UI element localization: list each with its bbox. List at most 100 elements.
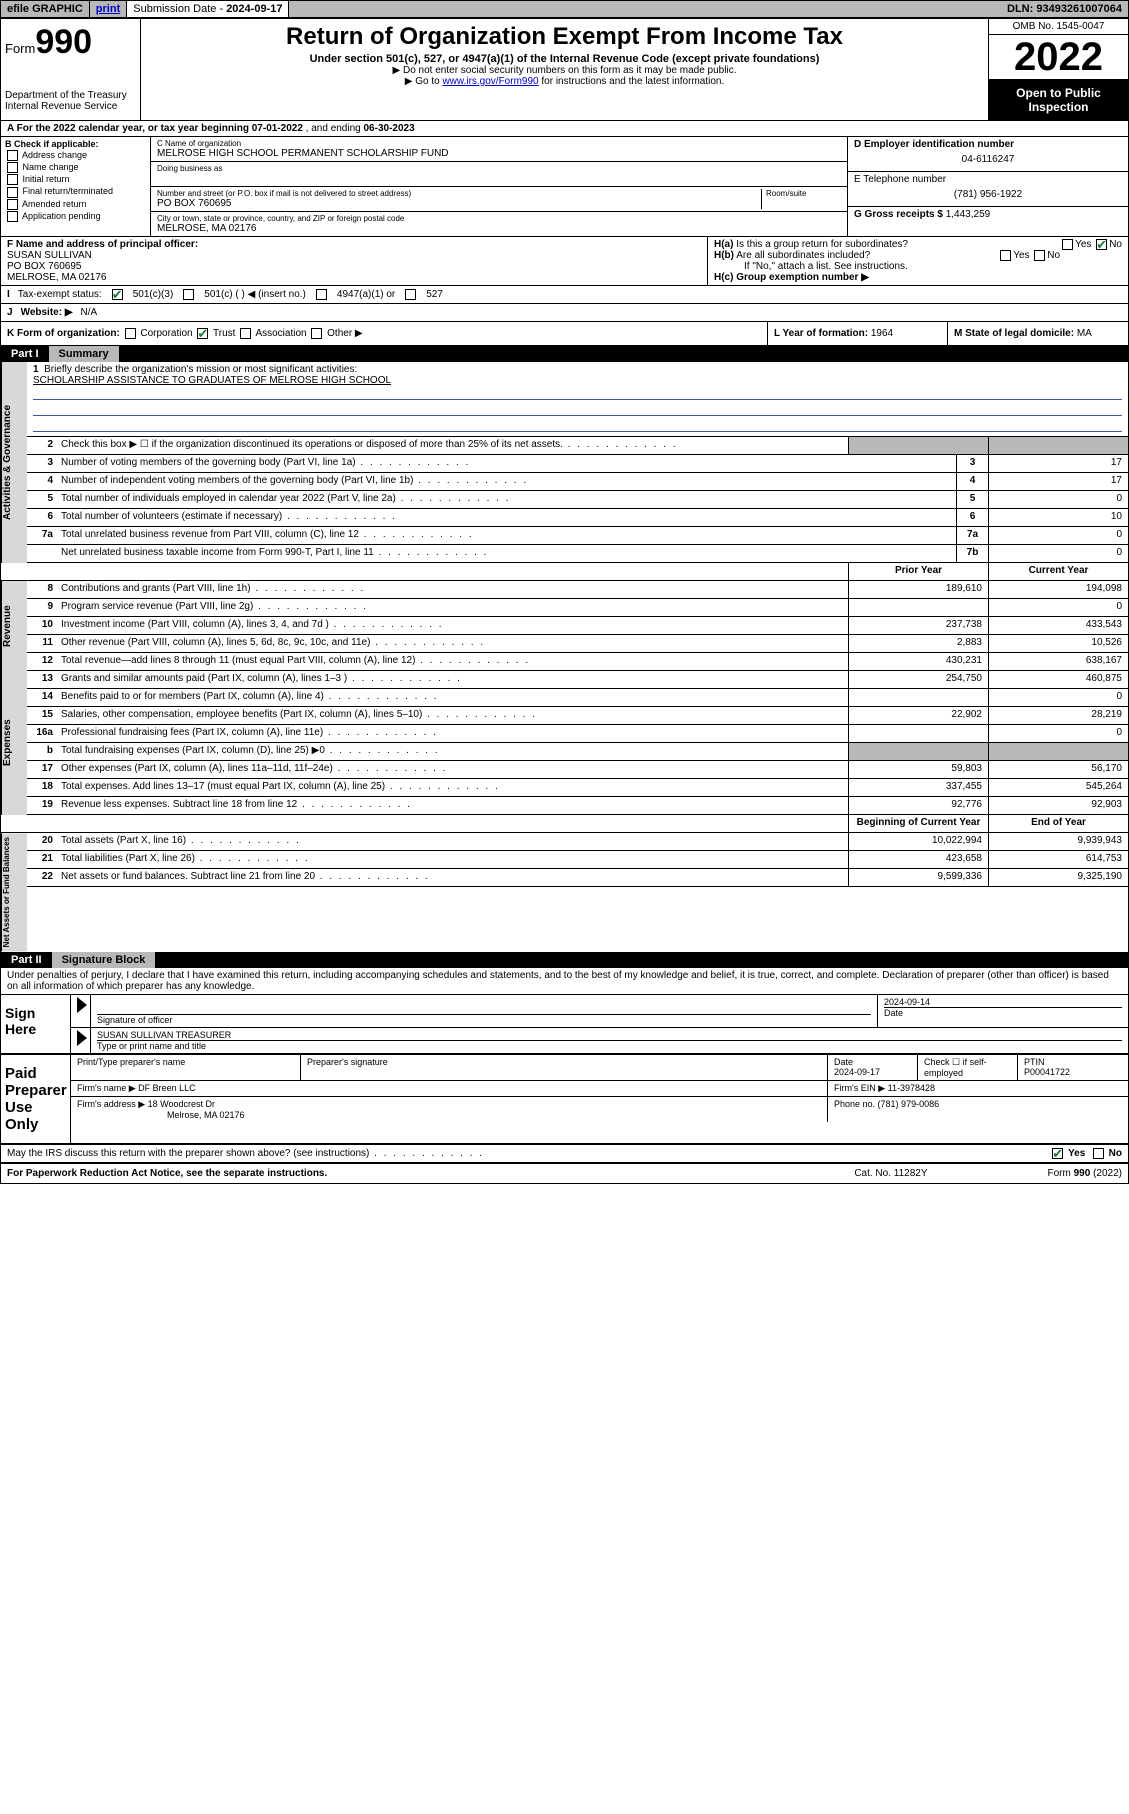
side-label-gov: Activities & Governance [1,362,27,563]
street-address: PO BOX 760695 [157,198,761,209]
cb-trust[interactable] [197,328,208,339]
firm-addr1: 18 Woodcrest Dr [148,1099,215,1109]
row-a-tax-year: A For the 2022 calendar year, or tax yea… [1,121,1128,137]
paid-preparer-label: Paid Preparer Use Only [1,1055,71,1143]
preparer-date: 2024-09-17 [834,1067,880,1077]
cb-amended-return[interactable] [7,199,18,210]
col-header-begin-end: Beginning of Current Year End of Year [1,815,1128,833]
omb-number: OMB No. 1545-0047 [989,19,1128,35]
addr-label: Number and street (or P.O. box if mail i… [157,189,761,198]
state-domicile: MA [1077,328,1092,339]
summary-line: 10Investment income (Part VIII, column (… [27,617,1128,635]
summary-line: 22Net assets or fund balances. Subtract … [27,869,1128,887]
footer-mid: Cat. No. 11282Y [854,1168,927,1179]
form-number-block: Form990 Department of the Treasury Inter… [1,19,141,120]
hb-note: If "No," attach a list. See instructions… [714,261,1122,272]
row-f-h: F Name and address of principal officer:… [1,237,1128,286]
col-d-ein-phone: D Employer identification number 04-6116… [848,137,1128,236]
room-label: Room/suite [766,189,841,198]
cb-ha-yes[interactable] [1062,239,1073,250]
cb-application-pending[interactable] [7,211,18,222]
form-title-block: Return of Organization Exempt From Incom… [141,19,988,120]
hc-label: H(c) Group exemption number ▶ [714,272,869,283]
discuss-row: May the IRS discuss this return with the… [1,1145,1128,1164]
arrow-icon [77,1030,87,1046]
col-b-checkboxes: B Check if applicable: Address change Na… [1,137,151,236]
summary-line: 21Total liabilities (Part X, line 26)423… [27,851,1128,869]
year-formation: 1964 [871,328,893,339]
dln: DLN: 93493261007064 [1001,1,1128,17]
irs-link[interactable]: www.irs.gov/Form990 [442,76,538,87]
cb-assoc[interactable] [240,328,251,339]
sign-here-block: Sign Here Signature of officer 2024-09-1… [1,995,1128,1055]
col-header-prior-current: Prior Year Current Year [1,563,1128,581]
print-link[interactable]: print [90,1,127,17]
firm-addr2: Melrose, MA 02176 [77,1110,245,1120]
cb-name-change[interactable] [7,162,18,173]
submission-date: Submission Date - 2024-09-17 [127,1,289,17]
sig-officer-label: Signature of officer [97,1015,871,1025]
summary-line: 4Number of independent voting members of… [27,473,1128,491]
cb-discuss-no[interactable] [1093,1148,1104,1159]
summary-line: 18Total expenses. Add lines 13–17 (must … [27,779,1128,797]
cb-discuss-yes[interactable] [1052,1148,1063,1159]
summary-line: 2Check this box ▶ ☐ if the organization … [27,437,1128,455]
summary-line: 8Contributions and grants (Part VIII, li… [27,581,1128,599]
row-i-tax-status: I Tax-exempt status: 501(c)(3) 501(c) ( … [1,286,1128,304]
page-footer: For Paperwork Reduction Act Notice, see … [1,1164,1128,1183]
cb-4947[interactable] [316,289,327,300]
principal-officer: F Name and address of principal officer:… [1,237,708,285]
summary-line: 7aTotal unrelated business revenue from … [27,527,1128,545]
phone-label: E Telephone number [854,174,1122,185]
subtitle-2: ▶ Do not enter social security numbers o… [149,65,980,76]
summary-line: 14Benefits paid to or for members (Part … [27,689,1128,707]
top-bar: efile GRAPHIC print Submission Date - 20… [0,0,1129,18]
summary-line: 11Other revenue (Part VIII, column (A), … [27,635,1128,653]
preparer-sig-label: Preparer's signature [301,1055,828,1080]
footer-left: For Paperwork Reduction Act Notice, see … [7,1168,854,1179]
summary-revenue: Revenue 8Contributions and grants (Part … [1,581,1128,671]
row-j-website: J Website: ▶ N/A [1,304,1128,322]
cb-final-return[interactable] [7,187,18,198]
cb-527[interactable] [405,289,416,300]
cb-501c[interactable] [183,289,194,300]
signature-intro: Under penalties of perjury, I declare th… [1,968,1128,995]
side-label-exp: Expenses [1,671,27,815]
website-value: N/A [81,307,98,318]
tax-year: 2022 [989,35,1128,80]
cb-initial-return[interactable] [7,174,18,185]
dept-label: Department of the Treasury Internal Reve… [5,90,136,112]
summary-line: 15Salaries, other compensation, employee… [27,707,1128,725]
firm-phone: (781) 979-0086 [878,1099,940,1109]
org-name-label: C Name of organization [157,139,841,148]
gross-label: G Gross receipts $ [854,209,946,220]
org-name: MELROSE HIGH SCHOOL PERMANENT SCHOLARSHI… [157,148,841,159]
year-block: OMB No. 1545-0047 2022 Open to Public In… [988,19,1128,120]
summary-line: 17Other expenses (Part IX, column (A), l… [27,761,1128,779]
sig-date: 2024-09-14 [884,997,1122,1007]
firm-ein: 11-3978428 [888,1083,935,1093]
efile-label: efile GRAPHIC [1,1,90,17]
cb-hb-yes[interactable] [1000,250,1011,261]
cb-hb-no[interactable] [1034,250,1045,261]
row-klm: K Form of organization: Corporation Trus… [1,322,1128,346]
form-container: Form990 Department of the Treasury Inter… [0,18,1129,1184]
group-return: H(a) Is this a group return for subordin… [708,237,1128,285]
ein-label: D Employer identification number [854,139,1014,150]
officer-name: SUSAN SULLIVAN TREASURER [97,1030,1122,1041]
mission-block: 1 Briefly describe the organization's mi… [27,362,1128,437]
cb-ha-no[interactable] [1096,239,1107,250]
summary-line: bTotal fundraising expenses (Part IX, co… [27,743,1128,761]
summary-line: 19Revenue less expenses. Subtract line 1… [27,797,1128,815]
sig-date-label: Date [884,1007,1122,1018]
summary-governance: Activities & Governance 1 Briefly descri… [1,362,1128,563]
form-title: Return of Organization Exempt From Incom… [149,23,980,51]
cb-corp[interactable] [125,328,136,339]
mission-text: SCHOLARSHIP ASSISTANCE TO GRADUATES OF M… [33,375,1122,386]
cb-other[interactable] [311,328,322,339]
city-state-zip: MELROSE, MA 02176 [157,223,841,234]
summary-line: 5Total number of individuals employed in… [27,491,1128,509]
gross-value: 1,443,259 [946,209,991,220]
cb-501c3[interactable] [112,289,123,300]
cb-address-change[interactable] [7,150,18,161]
